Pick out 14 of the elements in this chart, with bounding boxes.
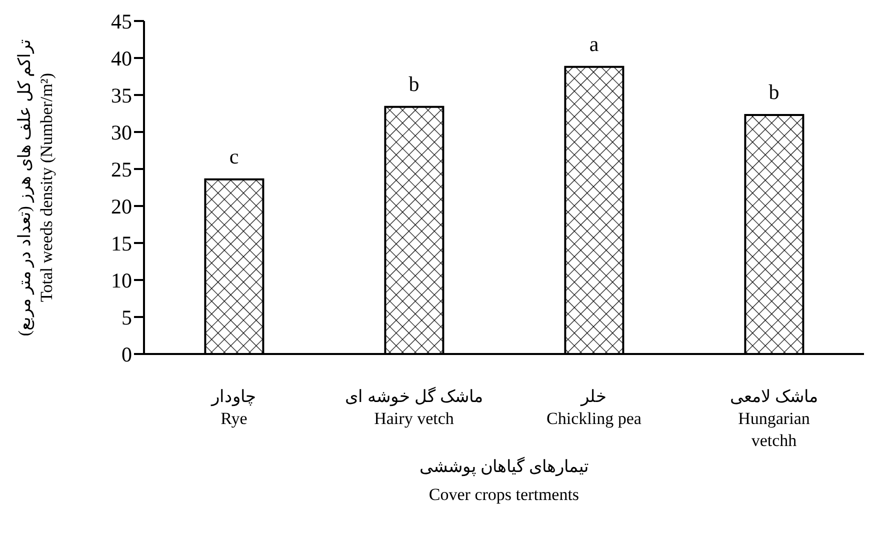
annotation: b <box>768 80 780 104</box>
annotation: b <box>408 72 420 96</box>
y-tick-label: 25 <box>111 157 132 182</box>
y-tick-label: 30 <box>111 120 132 144</box>
annotation: a <box>589 32 600 56</box>
y-tick-label: 45 <box>111 9 132 34</box>
y-tick-label: 5 <box>122 305 132 330</box>
y-tick-label: 15 <box>111 231 132 256</box>
y-tick-label: 20 <box>111 194 132 218</box>
y-tick-label: 0 <box>122 342 132 366</box>
y-tick-label: 10 <box>111 268 132 292</box>
y-tick-label: 40 <box>111 46 132 70</box>
y-tick-label: 35 <box>111 83 132 108</box>
annotation: c <box>229 144 239 168</box>
